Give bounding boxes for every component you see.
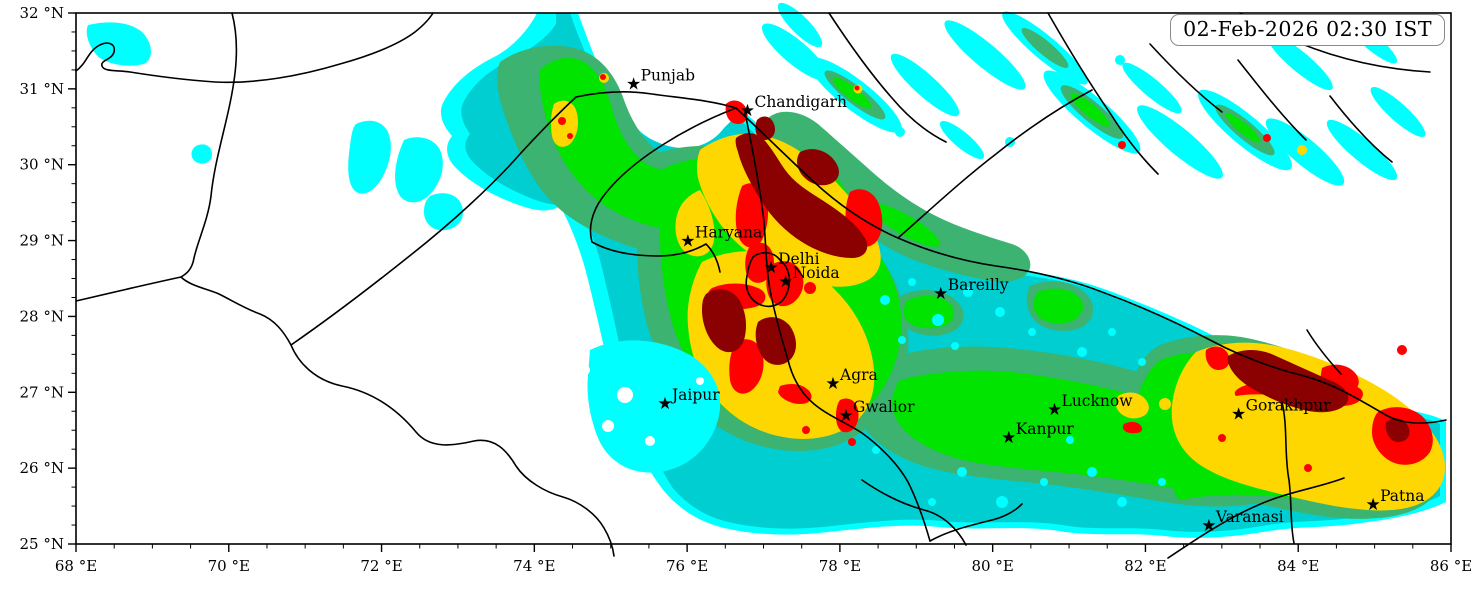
city-star-delhi: ★: [764, 258, 779, 278]
city-star-punjab: ★: [626, 75, 641, 95]
boundary-line: [897, 89, 1093, 239]
y-tick-label: 28 °N: [20, 307, 64, 325]
y-tick-label: 31 °N: [20, 80, 64, 98]
city-star-patna: ★: [1365, 495, 1380, 515]
x-tick-label: 74 °E: [513, 557, 555, 575]
timestamp-box: 02-Feb-2026 02:30 IST: [1170, 14, 1445, 46]
x-tick-label: 72 °E: [360, 557, 402, 575]
city-star-varanasi: ★: [1201, 516, 1216, 536]
y-tick-label: 30 °N: [20, 156, 64, 174]
city-label-kanpur: Kanpur: [1016, 420, 1075, 438]
x-tick-label: 84 °E: [1277, 557, 1319, 575]
boundary-line: [1167, 477, 1345, 559]
boundary-line: [861, 479, 967, 546]
state-boundaries: [75, 12, 1447, 559]
x-tick-label: 86 °E: [1430, 557, 1471, 575]
boundary-line: [735, 107, 1447, 424]
y-tick-label: 26 °N: [20, 459, 64, 477]
city-star-bareilly: ★: [933, 284, 948, 304]
city-label-noida: Noida: [793, 264, 840, 282]
city-star-gorakhpur: ★: [1231, 405, 1246, 425]
city-label-gwalior: Gwalior: [853, 398, 915, 416]
boundary-line: [744, 111, 931, 542]
boundary-line: [1306, 329, 1342, 375]
boundary-line: [828, 12, 947, 143]
boundary-line: [575, 91, 737, 109]
city-label-haryana: Haryana: [695, 224, 762, 242]
city-label-bareilly: Bareilly: [948, 276, 1009, 294]
foothill-streaks: [761, 2, 1426, 186]
x-tick-label: 80 °E: [972, 557, 1014, 575]
x-tick-label: 78 °E: [819, 557, 861, 575]
city-star-jaipur: ★: [657, 394, 672, 414]
x-tick-label: 70 °E: [208, 557, 250, 575]
timestamp-text: 02-Feb-2026 02:30 IST: [1183, 17, 1432, 41]
city-label-gorakhpur: Gorakhpur: [1246, 397, 1332, 415]
boundary-line: [1329, 95, 1393, 163]
x-tick-label: 82 °E: [1124, 557, 1166, 575]
city-star-noida: ★: [778, 272, 793, 292]
boundary-line: [745, 251, 791, 308]
city-label-punjab: Punjab: [641, 67, 695, 85]
boundary-line: [290, 96, 577, 346]
boundary-line: [1047, 12, 1159, 175]
boundary-line: [180, 12, 292, 346]
city-star-lucknow: ★: [1047, 400, 1062, 420]
city-star-haryana: ★: [680, 232, 695, 252]
y-tick-label: 25 °N: [20, 535, 64, 553]
y-tick-label: 29 °N: [20, 232, 64, 250]
boundary-line: [1149, 43, 1223, 113]
city-star-agra: ★: [825, 374, 840, 394]
boundary-line: [290, 344, 615, 557]
y-tick-label: 32 °N: [20, 4, 64, 22]
city-star-chandigarh: ★: [740, 101, 755, 121]
x-tick-label: 76 °E: [666, 557, 708, 575]
x-tick-label: 68 °E: [55, 557, 97, 575]
city-label-patna: Patna: [1380, 487, 1424, 505]
contour-field: [86, 2, 1447, 538]
axis-ticks: 68 °E 70 °E 72 °E 74 °E 76 °E 78 °E 80 °E 82 °E…: [20, 4, 1471, 575]
city-label-chandigarh: Chandigarh: [754, 93, 847, 111]
city-label-jaipur: Jaipur: [670, 386, 720, 404]
city-label-varanasi: Varanasi: [1215, 508, 1284, 526]
city-markers: ★ Punjab★ Chandigarh★ Haryana★ Delhi★ Noida★ B…: [626, 67, 1425, 536]
city-star-gwalior: ★: [838, 406, 853, 426]
boundary-line: [75, 276, 182, 302]
city-label-delhi: Delhi: [778, 250, 820, 268]
boundary-line: [75, 12, 434, 84]
city-star-kanpur: ★: [1001, 428, 1016, 448]
boundary-line: [929, 503, 1023, 542]
boundary-line: [589, 107, 737, 273]
boundary-line: [1281, 401, 1295, 544]
city-label-lucknow: Lucknow: [1062, 392, 1134, 410]
y-tick-label: 27 °N: [20, 383, 64, 401]
city-label-agra: Agra: [839, 366, 878, 384]
boundary-line: [1237, 59, 1307, 141]
speckle-texture: [580, 73, 1307, 508]
